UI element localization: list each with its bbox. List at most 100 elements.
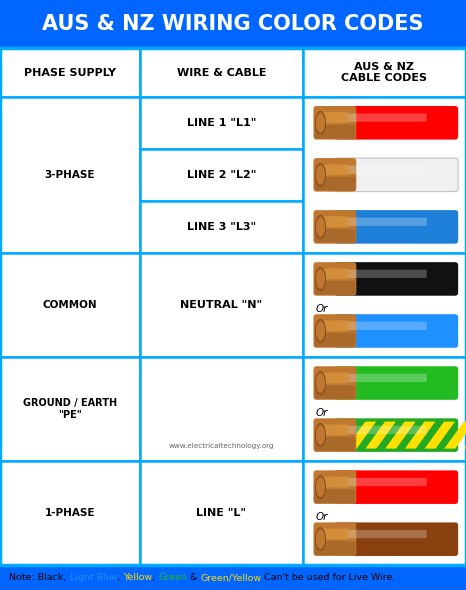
Text: Note: Black,: Note: Black,	[9, 573, 69, 582]
Polygon shape	[444, 422, 466, 448]
Polygon shape	[365, 422, 396, 448]
Text: Green/Yellow: Green/Yellow	[200, 573, 261, 582]
FancyBboxPatch shape	[334, 158, 458, 192]
FancyBboxPatch shape	[315, 541, 355, 555]
FancyBboxPatch shape	[140, 253, 303, 357]
Ellipse shape	[316, 373, 325, 392]
Text: &: &	[187, 573, 200, 582]
Text: Or: Or	[316, 304, 329, 314]
Text: WIRE & CABLE: WIRE & CABLE	[177, 68, 266, 77]
Text: Can't be used for Live Wire.: Can't be used for Live Wire.	[261, 573, 396, 582]
FancyBboxPatch shape	[315, 124, 355, 139]
Polygon shape	[346, 422, 376, 448]
FancyBboxPatch shape	[342, 166, 427, 174]
Text: Green: Green	[158, 573, 187, 582]
Text: ,: ,	[152, 573, 158, 582]
Text: LINE "L": LINE "L"	[196, 508, 247, 518]
FancyBboxPatch shape	[334, 314, 458, 348]
Text: ,: ,	[117, 573, 123, 582]
FancyBboxPatch shape	[303, 253, 466, 357]
FancyBboxPatch shape	[317, 425, 349, 435]
Text: Or: Or	[316, 408, 329, 418]
FancyBboxPatch shape	[314, 158, 356, 192]
FancyBboxPatch shape	[334, 366, 458, 400]
FancyBboxPatch shape	[317, 320, 349, 331]
FancyBboxPatch shape	[314, 314, 356, 348]
Ellipse shape	[315, 163, 326, 186]
Text: Light Blue: Light Blue	[69, 573, 117, 582]
Text: 1-PHASE: 1-PHASE	[45, 508, 95, 518]
FancyBboxPatch shape	[342, 426, 427, 434]
FancyBboxPatch shape	[140, 357, 303, 461]
Ellipse shape	[315, 527, 326, 550]
FancyBboxPatch shape	[315, 281, 355, 294]
FancyBboxPatch shape	[303, 48, 466, 97]
Text: Or: Or	[316, 512, 329, 522]
FancyBboxPatch shape	[342, 113, 427, 122]
FancyBboxPatch shape	[314, 522, 356, 556]
FancyBboxPatch shape	[317, 268, 349, 279]
FancyBboxPatch shape	[342, 218, 427, 226]
FancyBboxPatch shape	[140, 149, 303, 201]
Polygon shape	[464, 422, 466, 448]
FancyBboxPatch shape	[0, 253, 140, 357]
Ellipse shape	[315, 476, 326, 499]
Text: Yellow: Yellow	[123, 573, 152, 582]
FancyBboxPatch shape	[314, 210, 356, 244]
Ellipse shape	[316, 322, 325, 340]
Text: PHASE SUPPLY: PHASE SUPPLY	[24, 68, 116, 77]
FancyBboxPatch shape	[342, 373, 427, 382]
FancyBboxPatch shape	[334, 522, 458, 556]
Text: LINE 1 "L1": LINE 1 "L1"	[187, 118, 256, 128]
Ellipse shape	[315, 112, 326, 135]
FancyBboxPatch shape	[303, 461, 466, 565]
Ellipse shape	[316, 270, 325, 289]
Text: 3-PHASE: 3-PHASE	[45, 170, 95, 180]
Text: COMMON: COMMON	[42, 300, 97, 310]
FancyBboxPatch shape	[317, 217, 349, 227]
Text: AUS & NZ WIRING COLOR CODES: AUS & NZ WIRING COLOR CODES	[42, 14, 424, 34]
Polygon shape	[326, 422, 356, 448]
FancyBboxPatch shape	[317, 372, 349, 384]
Ellipse shape	[315, 424, 326, 447]
FancyBboxPatch shape	[317, 477, 349, 487]
FancyBboxPatch shape	[342, 322, 427, 330]
Polygon shape	[405, 422, 435, 448]
FancyBboxPatch shape	[317, 112, 349, 123]
Ellipse shape	[316, 478, 325, 497]
FancyBboxPatch shape	[314, 470, 356, 504]
FancyBboxPatch shape	[140, 97, 303, 149]
Ellipse shape	[316, 113, 325, 132]
FancyBboxPatch shape	[315, 489, 355, 503]
FancyBboxPatch shape	[315, 333, 355, 347]
FancyBboxPatch shape	[315, 177, 355, 191]
FancyBboxPatch shape	[314, 106, 356, 140]
FancyBboxPatch shape	[317, 529, 349, 539]
Ellipse shape	[315, 267, 326, 290]
FancyBboxPatch shape	[342, 478, 427, 486]
Text: AUS & NZ
CABLE CODES: AUS & NZ CABLE CODES	[342, 62, 427, 83]
FancyBboxPatch shape	[314, 366, 356, 400]
Ellipse shape	[316, 217, 325, 237]
FancyBboxPatch shape	[314, 418, 356, 452]
FancyBboxPatch shape	[342, 270, 427, 278]
FancyBboxPatch shape	[315, 437, 355, 451]
Ellipse shape	[315, 215, 326, 238]
FancyBboxPatch shape	[140, 461, 303, 565]
Text: LINE 3 "L3": LINE 3 "L3"	[187, 222, 256, 232]
Ellipse shape	[316, 530, 325, 549]
Polygon shape	[425, 422, 455, 448]
FancyBboxPatch shape	[315, 229, 355, 242]
Polygon shape	[385, 422, 416, 448]
Text: www.electricaltechnology.org: www.electricaltechnology.org	[169, 442, 274, 448]
FancyBboxPatch shape	[140, 48, 303, 97]
FancyBboxPatch shape	[315, 385, 355, 399]
FancyBboxPatch shape	[317, 164, 349, 175]
Text: GROUND / EARTH
"PE": GROUND / EARTH "PE"	[23, 398, 117, 420]
FancyBboxPatch shape	[334, 470, 458, 504]
Text: NEUTRAL "N": NEUTRAL "N"	[180, 300, 262, 310]
FancyBboxPatch shape	[0, 461, 140, 565]
FancyBboxPatch shape	[334, 210, 458, 244]
Ellipse shape	[315, 320, 326, 342]
Ellipse shape	[315, 372, 326, 395]
